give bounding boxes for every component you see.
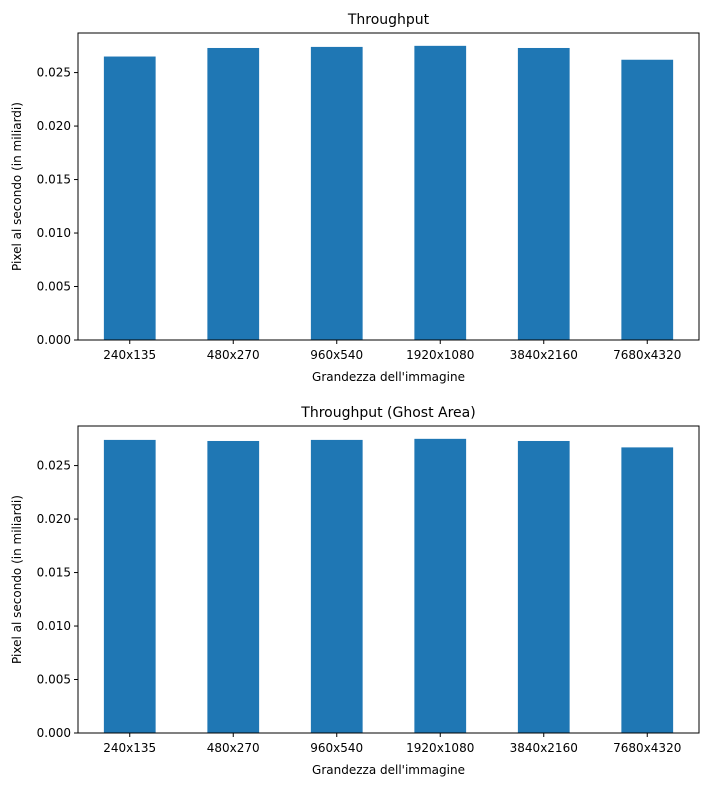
y-tick-label: 0.010	[37, 619, 71, 633]
x-axis-label: Grandezza dell'immagine	[312, 370, 465, 384]
x-tick-label: 3840x2160	[510, 348, 578, 362]
bar-480x270	[207, 440, 260, 733]
bar-1920x1080	[414, 45, 467, 341]
x-tick-label: 240x135	[103, 348, 156, 362]
y-tick-label: 0.010	[37, 226, 71, 240]
y-tick-label: 0.025	[37, 66, 71, 80]
chart-title: Throughput	[347, 12, 430, 28]
chart-1: 240x135 480x270 960x540 1920x1080 3840x2160 7…	[10, 12, 700, 384]
x-tick-label: 240x135	[103, 741, 156, 755]
x-tick-label: 1920x1080	[406, 741, 474, 755]
plot-frame	[77, 32, 700, 341]
y-axis-label: Pixel al secondo (in miliardi)	[10, 102, 24, 271]
x-tick-label: 3840x2160	[510, 741, 578, 755]
bar-7680x4320	[621, 59, 674, 341]
y-axis-label: Pixel al secondo (in miliardi)	[10, 495, 24, 664]
x-tick-label: 480x270	[207, 741, 260, 755]
y-tick-label: 0.020	[37, 119, 71, 133]
x-tick-label: 1920x1080	[406, 348, 474, 362]
bar-3840x2160	[517, 47, 570, 340]
x-tick-label: 7680x4320	[613, 348, 681, 362]
bar-7680x4320	[621, 447, 674, 733]
y-tick-label: 0.005	[37, 280, 71, 294]
bar-960x540	[310, 46, 363, 340]
y-tick-label: 0.015	[37, 566, 71, 580]
x-axis-label: Grandezza dell'immagine	[312, 763, 465, 777]
y-tick-label: 0.025	[37, 459, 71, 473]
y-tick-label: 0.020	[37, 512, 71, 526]
x-tick-label: 960x540	[310, 348, 363, 362]
plot-frame	[77, 425, 700, 734]
bar-1920x1080	[414, 438, 467, 733]
bar-960x540	[310, 439, 363, 733]
y-tick-label: 0.005	[37, 673, 71, 687]
x-tick-label: 480x270	[207, 348, 260, 362]
x-tick-label: 960x540	[310, 741, 363, 755]
y-tick-label: 0.000	[37, 726, 71, 740]
bar-480x270	[207, 47, 260, 340]
x-tick-label: 7680x4320	[613, 741, 681, 755]
bar-240x135	[103, 56, 156, 340]
chart-title: Throughput (Ghost Area)	[300, 405, 475, 421]
bar-240x135	[103, 439, 156, 733]
chart-2: 240x135 480x270 960x540 1920x1080 3840x2160 7…	[10, 405, 700, 777]
bar-3840x2160	[517, 440, 570, 733]
y-tick-label: 0.015	[37, 173, 71, 187]
y-tick-label: 0.000	[37, 333, 71, 347]
